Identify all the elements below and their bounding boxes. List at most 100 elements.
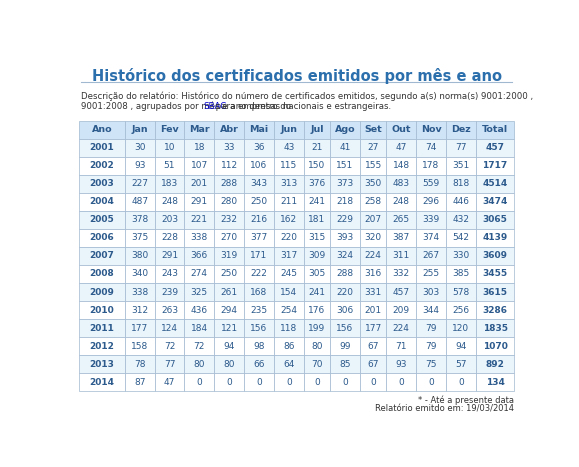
Text: 78: 78	[134, 360, 145, 368]
Bar	[244, 283, 274, 301]
Bar	[244, 265, 274, 283]
Bar	[124, 373, 155, 391]
Bar	[330, 139, 360, 157]
Bar	[244, 193, 274, 211]
Text: 64: 64	[283, 360, 295, 368]
Text: 270: 270	[221, 234, 238, 242]
Text: 3455: 3455	[482, 269, 508, 278]
Bar	[476, 247, 514, 265]
Bar	[184, 175, 214, 193]
Text: 319: 319	[221, 251, 238, 261]
Text: 2001: 2001	[90, 143, 114, 152]
Text: 79: 79	[425, 341, 437, 351]
Text: 325: 325	[190, 288, 208, 297]
Bar	[304, 301, 330, 319]
Bar	[244, 355, 274, 373]
Bar	[155, 373, 184, 391]
Bar	[124, 139, 155, 157]
Text: 243: 243	[161, 269, 178, 278]
Text: 77: 77	[455, 143, 467, 152]
Text: 0: 0	[196, 378, 202, 387]
Bar	[274, 265, 304, 283]
Bar	[304, 355, 330, 373]
Text: 338: 338	[190, 234, 208, 242]
Text: 209: 209	[393, 305, 410, 315]
Text: 79: 79	[425, 324, 437, 333]
Text: Jun: Jun	[280, 125, 298, 134]
Bar	[360, 193, 386, 211]
Bar	[386, 373, 416, 391]
Text: 21: 21	[312, 143, 323, 152]
Bar	[446, 121, 476, 139]
Bar	[155, 265, 184, 283]
Text: 343: 343	[251, 179, 267, 188]
Bar	[386, 301, 416, 319]
Text: 36: 36	[253, 143, 265, 152]
Bar	[124, 283, 155, 301]
Bar	[476, 301, 514, 319]
Text: 313: 313	[280, 179, 298, 188]
Bar	[244, 301, 274, 319]
Text: 2003: 2003	[90, 179, 114, 188]
Bar	[330, 175, 360, 193]
Bar	[386, 121, 416, 139]
Text: 118: 118	[280, 324, 298, 333]
Text: para empresas nacionais e estrangeiras.: para empresas nacionais e estrangeiras.	[214, 102, 391, 111]
Text: 0: 0	[398, 378, 404, 387]
Bar	[79, 139, 124, 157]
Bar	[304, 229, 330, 247]
Bar	[446, 139, 476, 157]
Bar	[476, 157, 514, 175]
Text: 316: 316	[364, 269, 382, 278]
Bar	[360, 175, 386, 193]
Text: Fev: Fev	[160, 125, 179, 134]
Text: 432: 432	[452, 215, 470, 225]
Text: 218: 218	[336, 198, 354, 206]
Text: 9001:2008 , agrupados por mês e ano dentro do: 9001:2008 , agrupados por mês e ano dent…	[81, 102, 294, 111]
Bar	[79, 337, 124, 355]
Text: 199: 199	[308, 324, 325, 333]
Text: 93: 93	[134, 161, 145, 170]
Text: 115: 115	[280, 161, 298, 170]
Text: 228: 228	[161, 234, 178, 242]
Bar	[446, 175, 476, 193]
Text: 265: 265	[393, 215, 410, 225]
Bar	[79, 373, 124, 391]
Bar	[155, 211, 184, 229]
Text: 2009: 2009	[90, 288, 115, 297]
Bar	[476, 355, 514, 373]
Text: 0: 0	[226, 378, 232, 387]
Text: 27: 27	[368, 143, 379, 152]
Bar	[124, 355, 155, 373]
Text: Nov: Nov	[420, 125, 441, 134]
Text: 181: 181	[308, 215, 325, 225]
Text: 3286: 3286	[482, 305, 508, 315]
Bar	[304, 193, 330, 211]
Bar	[214, 157, 244, 175]
Text: 350: 350	[364, 179, 382, 188]
Bar	[274, 229, 304, 247]
Bar	[244, 157, 274, 175]
Text: 184: 184	[190, 324, 208, 333]
Text: 99: 99	[339, 341, 351, 351]
Text: 121: 121	[221, 324, 238, 333]
Bar	[304, 139, 330, 157]
Bar	[155, 319, 184, 337]
Bar	[274, 355, 304, 373]
Bar	[476, 265, 514, 283]
Bar	[214, 265, 244, 283]
Text: 245: 245	[280, 269, 298, 278]
Bar	[360, 139, 386, 157]
Text: 331: 331	[364, 288, 382, 297]
Bar	[184, 229, 214, 247]
Text: 156: 156	[336, 324, 354, 333]
Text: * - Até a presente data: * - Até a presente data	[419, 396, 514, 405]
Text: 177: 177	[131, 324, 148, 333]
Bar	[274, 373, 304, 391]
Text: 280: 280	[221, 198, 238, 206]
Bar	[184, 265, 214, 283]
Bar	[79, 229, 124, 247]
Bar	[330, 121, 360, 139]
Bar	[214, 139, 244, 157]
Bar	[386, 139, 416, 157]
